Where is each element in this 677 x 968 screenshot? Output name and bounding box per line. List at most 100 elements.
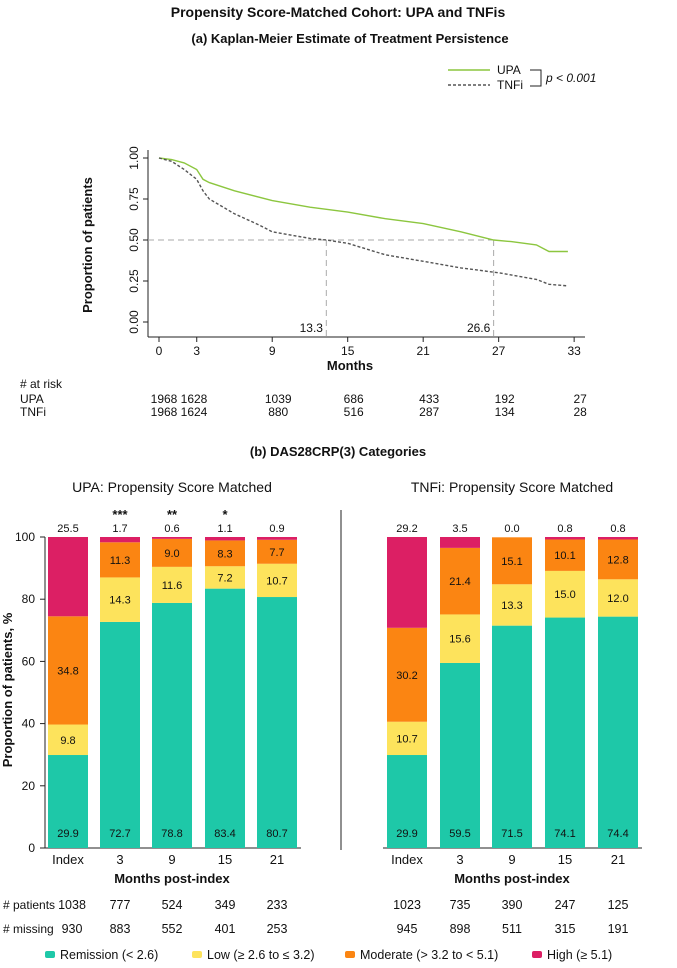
bar-value-label: 0.0 bbox=[504, 523, 519, 535]
bar-value-label: 34.8 bbox=[57, 665, 78, 677]
missing-count: 401 bbox=[215, 922, 236, 936]
legend-swatch bbox=[45, 951, 55, 958]
legend-swatch bbox=[192, 951, 202, 958]
bar-segment-remission bbox=[100, 621, 140, 848]
x-tick-label: 21 bbox=[270, 852, 284, 867]
bar-value-label: 29.9 bbox=[396, 828, 417, 840]
bar-segment-remission bbox=[152, 602, 192, 848]
bar-segment-low bbox=[545, 570, 585, 618]
bar-value-label: 11.6 bbox=[162, 580, 183, 592]
x-tick-label: 33 bbox=[567, 344, 581, 358]
at-risk-value: 1628 bbox=[181, 392, 208, 406]
y-tick-label: 20 bbox=[22, 779, 36, 793]
y-tick-label: 1.00 bbox=[127, 146, 141, 170]
panel-title: UPA: Propensity Score Matched bbox=[72, 479, 272, 495]
bar-segment-high bbox=[545, 537, 585, 540]
legend-label: Remission (< 2.6) bbox=[60, 948, 158, 962]
patients-count: 777 bbox=[110, 898, 131, 912]
bar-segment-high bbox=[205, 537, 245, 541]
p-value: p < 0.001 bbox=[545, 71, 596, 85]
panel-title: TNFi: Propensity Score Matched bbox=[411, 479, 613, 495]
median-label: 26.6 bbox=[467, 321, 491, 335]
bar-segment-remission bbox=[545, 617, 585, 848]
legend-swatch bbox=[345, 951, 355, 958]
legend-label: High (≥ 5.1) bbox=[547, 948, 612, 962]
bar-segment-low bbox=[205, 566, 245, 589]
y-tick-label: 0.25 bbox=[127, 269, 141, 293]
bar-value-label: 80.7 bbox=[266, 828, 287, 840]
significance-marker: * bbox=[222, 507, 228, 522]
x-tick-label: 3 bbox=[193, 344, 200, 358]
bar-segment-high bbox=[100, 537, 140, 543]
bar-segment-low bbox=[440, 614, 480, 663]
bar-value-label: 10.7 bbox=[396, 733, 417, 745]
bar-segment-high bbox=[387, 537, 427, 628]
patients-count: 390 bbox=[502, 898, 523, 912]
bar-segment-low bbox=[387, 721, 427, 756]
at-risk-header: # at risk bbox=[20, 377, 63, 391]
bar-value-label: 10.7 bbox=[266, 575, 287, 587]
missing-count: 930 bbox=[62, 922, 83, 936]
bar-segment-moderate bbox=[257, 539, 297, 564]
patients-count: 1038 bbox=[58, 898, 86, 912]
bar-value-label: 7.2 bbox=[217, 572, 232, 584]
x-tick-label: 9 bbox=[269, 344, 276, 358]
km-curve-tnfi bbox=[158, 157, 568, 287]
significance-marker: ** bbox=[167, 507, 178, 522]
bar-value-label: 9.8 bbox=[60, 735, 75, 747]
patients-row-label: # patients bbox=[3, 898, 55, 912]
legend-label: UPA bbox=[497, 63, 521, 77]
bar-value-label: 83.4 bbox=[214, 828, 235, 840]
x-tick-label: 9 bbox=[168, 852, 175, 867]
at-risk-value: 192 bbox=[495, 392, 515, 406]
at-risk-value: 1968 bbox=[151, 392, 178, 406]
patients-count: 233 bbox=[267, 898, 288, 912]
bar-value-label: 71.5 bbox=[501, 828, 522, 840]
x-axis-label: Months bbox=[327, 358, 373, 373]
at-risk-value: 28 bbox=[573, 405, 587, 419]
bar-segment-remission bbox=[48, 755, 88, 848]
patients-count: 524 bbox=[162, 898, 183, 912]
legend-label: TNFi bbox=[497, 78, 523, 92]
bar-segment-low bbox=[100, 577, 140, 622]
bar-segment-high bbox=[48, 537, 88, 617]
bar-value-label: 10.1 bbox=[554, 550, 575, 562]
bar-value-label: 21.4 bbox=[449, 576, 470, 588]
bar-segment-low bbox=[257, 563, 297, 598]
x-tick-label: 15 bbox=[341, 344, 355, 358]
patients-count: 1023 bbox=[393, 898, 421, 912]
y-tick-label: 0 bbox=[28, 841, 35, 855]
at-risk-row-label: UPA bbox=[20, 392, 44, 406]
bar-segment-moderate bbox=[387, 627, 427, 722]
bar-value-label: 74.1 bbox=[554, 828, 575, 840]
bar-x-axis-label: Months post-index bbox=[454, 871, 570, 886]
x-tick-label: 3 bbox=[116, 852, 123, 867]
bar-value-label: 12.8 bbox=[607, 554, 628, 566]
y-tick-label: 0.50 bbox=[127, 228, 141, 252]
y-tick-label: 0.75 bbox=[127, 187, 141, 211]
bar-value-label: 8.3 bbox=[217, 548, 232, 560]
y-tick-label: 80 bbox=[22, 592, 36, 606]
bar-value-label: 59.5 bbox=[449, 828, 470, 840]
x-tick-label: 9 bbox=[508, 852, 515, 867]
bar-segment-high bbox=[152, 537, 192, 539]
at-risk-row-label: TNFi bbox=[20, 405, 46, 419]
bar-segment-remission bbox=[440, 662, 480, 848]
at-risk-value: 686 bbox=[344, 392, 364, 406]
x-tick-label: 21 bbox=[417, 344, 431, 358]
bar-value-label: 1.1 bbox=[217, 523, 232, 535]
bar-segment-high bbox=[440, 537, 480, 548]
bar-value-label: 74.4 bbox=[607, 828, 628, 840]
bar-value-label: 13.3 bbox=[501, 600, 522, 612]
bar-segment-moderate bbox=[492, 537, 532, 585]
bar-segment-low bbox=[48, 724, 88, 756]
x-tick-label: Index bbox=[52, 852, 84, 867]
missing-count: 552 bbox=[162, 922, 183, 936]
bar-segment-moderate bbox=[152, 538, 192, 567]
bar-value-label: 14.3 bbox=[109, 595, 130, 607]
bar-value-label: 72.7 bbox=[109, 828, 130, 840]
missing-count: 315 bbox=[555, 922, 576, 936]
patients-count: 247 bbox=[555, 898, 576, 912]
bar-segment-moderate bbox=[205, 540, 245, 567]
